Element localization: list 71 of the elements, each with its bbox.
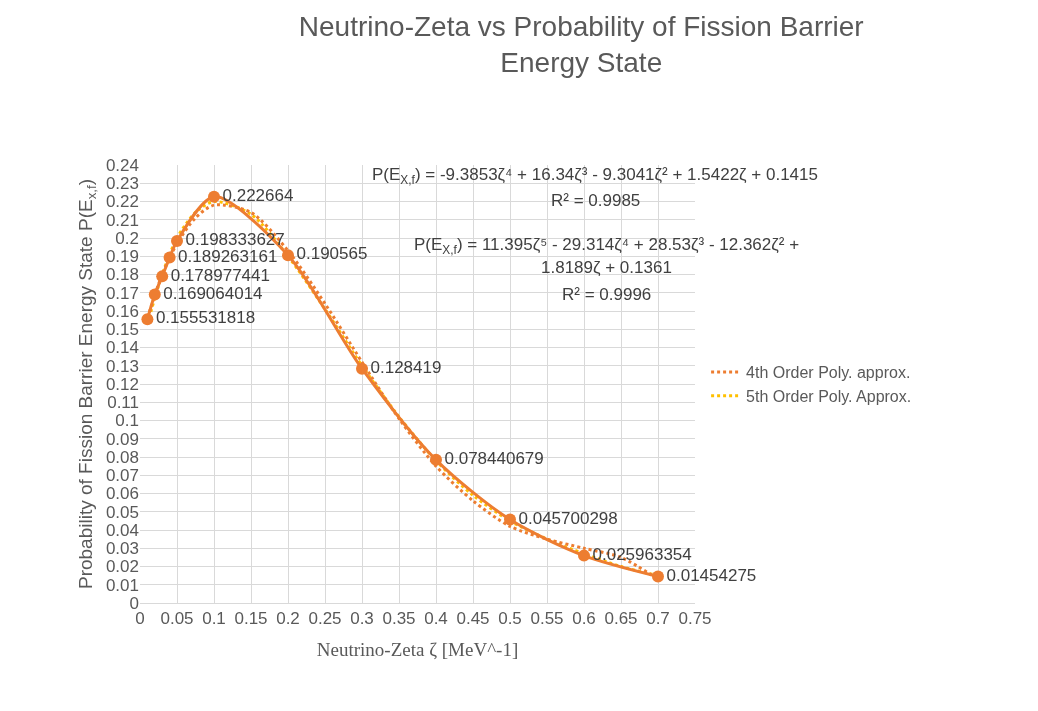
annotation: R² = 0.9985	[551, 191, 641, 210]
point	[504, 513, 516, 526]
y-tick-label: 0.18	[105, 265, 139, 285]
y-tick-label: 0.22	[105, 192, 139, 212]
y-tick-label: 0.11	[107, 393, 139, 413]
y-tick-label: 0.02	[105, 557, 139, 577]
point	[430, 453, 442, 466]
point	[208, 190, 220, 203]
y-tick-label: 0.13	[105, 356, 139, 376]
legend-label: 4th Order Poly. approx.	[746, 364, 911, 382]
x-tick-label: 0.3	[350, 609, 374, 629]
x-tick-label: 0.45	[456, 609, 490, 629]
y-tick-label: 0.15	[105, 320, 139, 340]
data-label: 0.01454275	[666, 565, 757, 585]
y-tick-label: 0.2	[115, 228, 139, 248]
x-tick-label: 0.05	[160, 609, 194, 629]
y-tick-label: 0.17	[105, 283, 139, 303]
x-tick-label: 0.6	[572, 609, 596, 629]
x-tick-label: 0.25	[308, 609, 342, 629]
y-tick-label: 0.06	[105, 484, 139, 504]
y-tick-label: 0	[129, 593, 139, 613]
y-tick-label: 0.24	[105, 155, 139, 175]
data-label: 0.222664	[222, 185, 294, 205]
x-tick-label: 0.35	[382, 609, 416, 629]
point	[356, 362, 368, 375]
point	[652, 570, 664, 583]
data-label: 0.128419	[370, 357, 442, 377]
x-tick-label: 0.55	[530, 609, 564, 629]
point	[141, 313, 154, 326]
data-label: 0.045700298	[518, 508, 618, 528]
x-tick-label: 0.75	[678, 609, 712, 629]
x-tick-label: 0.65	[604, 609, 638, 629]
x-tick-label: 0.7	[646, 609, 670, 629]
x-tick-label: 0.15	[234, 609, 268, 629]
annotation: P(E$_{X,f}$) = 11.395ζ⁵ - 29.314ζ⁴ + 28.53ζ³ - 12.362ζ² +	[414, 235, 800, 257]
data-label: 0.178977441	[170, 265, 270, 285]
data-label: 0.189263161	[178, 246, 278, 266]
point	[171, 235, 183, 248]
y-tick-label: 0.16	[105, 301, 139, 321]
x-tick-label: 0.1	[202, 609, 226, 629]
y-tick-label: 0.23	[105, 174, 139, 194]
legend-label: 5th Order Poly. Approx.	[746, 387, 912, 405]
y-tick-label: 0.05	[105, 502, 139, 522]
x-axis-title: Neutrino-Zeta ζ [MeV^-1]	[316, 639, 519, 661]
data-label: 0.190565	[296, 244, 368, 264]
point	[282, 249, 294, 262]
annotation: P(E$_{X,f}$) = -9.3853ζ⁴ + 16.34ζ³ - 9.3041ζ² + 1.5422ζ + 0.1415	[372, 165, 818, 187]
y-tick-label: 0.01	[105, 575, 139, 595]
data-label: 0.169064014	[163, 283, 263, 303]
y-tick-label: 0.03	[105, 539, 139, 559]
x-tick-label: 0.2	[276, 609, 300, 629]
annotation: R² = 0.9996	[562, 285, 652, 304]
y-tick-label: 0.09	[105, 429, 139, 449]
y-tick-label: 0.1	[115, 411, 139, 431]
chart-title: Neutrino-Zeta vs Probability of Fission Barrier Energy State	[298, 10, 864, 78]
point	[148, 288, 161, 301]
y-tick-label: 0.04	[105, 520, 139, 540]
x-tick-label: 0.4	[424, 609, 448, 629]
x-tick-label: 0.5	[498, 609, 522, 629]
annotation: 1.8189ζ + 0.1361	[541, 258, 672, 277]
y-tick-label: 0.07	[105, 466, 139, 486]
y-tick-label: 0.21	[105, 210, 139, 230]
data-label: 0.155531818	[155, 308, 256, 328]
y-tick-label: 0.19	[105, 247, 139, 267]
y-tick-label: 0.14	[105, 338, 139, 358]
data-label: 0.078440679	[444, 449, 544, 469]
y-tick-label: 0.12	[105, 374, 139, 394]
point	[578, 549, 590, 562]
y-tick-label: 0.08	[105, 447, 139, 467]
point	[156, 270, 169, 283]
point	[163, 251, 176, 264]
